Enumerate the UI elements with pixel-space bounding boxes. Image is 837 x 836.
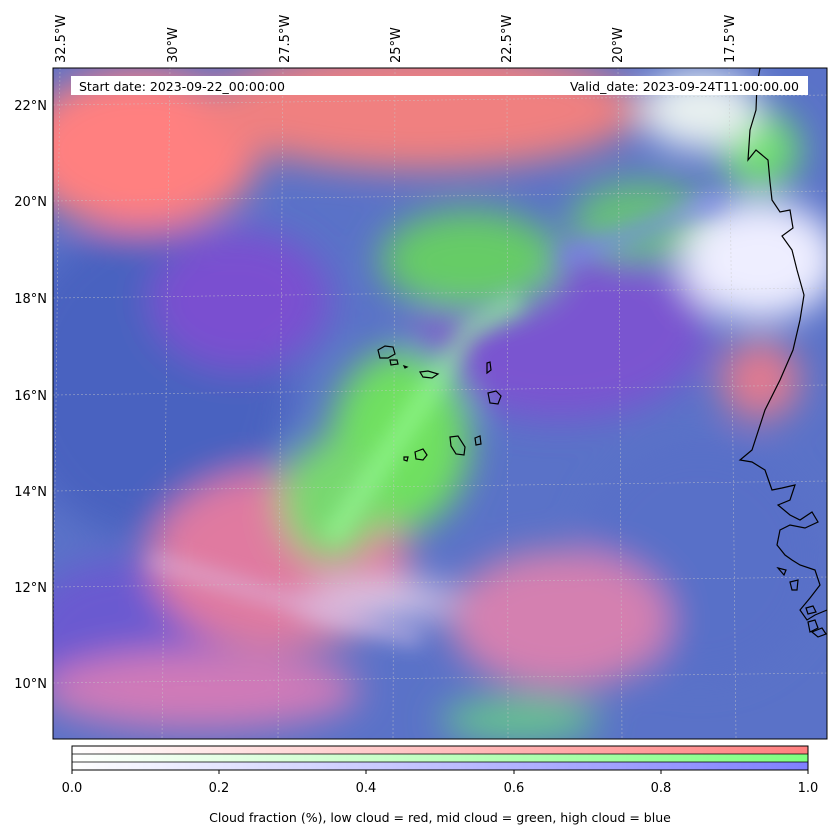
lat-label-10n: 10°N bbox=[14, 677, 47, 692]
lon-label-30w: 30°W bbox=[166, 27, 181, 63]
bijagos-islands bbox=[807, 619, 819, 633]
island-santo-antao bbox=[377, 345, 396, 359]
latitude-labels: 22°N 20°N 18°N 16°N 14°N 12°N 10°N bbox=[14, 99, 47, 692]
lon-label-27-5w: 27.5°W bbox=[278, 15, 293, 63]
colorbar-tick-5: 1.0 bbox=[798, 781, 819, 796]
lon-label-32-5w: 32.5°W bbox=[54, 15, 69, 63]
colorbar-tick-4: 0.8 bbox=[651, 781, 672, 796]
valid-date: Valid_date: 2023-09-24T11:00:00.00 bbox=[570, 79, 799, 94]
island-boa-vista bbox=[487, 390, 502, 405]
start-date: Start date: 2023-09-22_00:00:00 bbox=[79, 79, 285, 94]
colorbar: 0.0 0.2 0.4 0.6 0.8 1.0 Cloud fraction (… bbox=[62, 745, 819, 825]
date-header: Start date: 2023-09-22_00:00:00 Valid_da… bbox=[71, 76, 808, 95]
gridlines bbox=[53, 68, 827, 739]
island-santiago bbox=[449, 435, 466, 456]
colorbar-caption: Cloud fraction (%), low cloud = red, mid… bbox=[209, 810, 671, 825]
colorbar-tick-0: 0.0 bbox=[62, 781, 83, 796]
colorbar-low-cloud bbox=[72, 746, 808, 754]
west-africa-coastline bbox=[738, 68, 827, 638]
lat-label-14n: 14°N bbox=[14, 485, 47, 500]
map-frame bbox=[52, 67, 828, 740]
island-sao-nicolau bbox=[419, 370, 440, 379]
lat-label-16n: 16°N bbox=[14, 389, 47, 404]
colorbar-tick-2: 0.4 bbox=[356, 781, 377, 796]
island-maio bbox=[474, 435, 482, 446]
island-sal bbox=[486, 361, 492, 375]
lat-label-18n: 18°N bbox=[14, 292, 47, 307]
cape-verde-islands bbox=[377, 345, 502, 462]
island-brava bbox=[403, 456, 409, 462]
colorbar-ticks bbox=[71, 770, 809, 774]
lon-label-22-5w: 22.5°W bbox=[500, 15, 515, 63]
colorbar-tick-3: 0.6 bbox=[504, 781, 525, 796]
lon-label-20w: 20°W bbox=[611, 27, 626, 63]
lat-label-20n: 20°N bbox=[14, 195, 47, 210]
cloud-streaks bbox=[147, 190, 724, 648]
lat-label-12n: 12°N bbox=[14, 581, 47, 596]
island-santa-luzia bbox=[402, 364, 409, 369]
lon-label-17-5w: 17.5°W bbox=[723, 15, 738, 63]
colorbar-mid-cloud bbox=[72, 754, 808, 762]
colorbar-tick-1: 0.2 bbox=[209, 781, 230, 796]
colorbar-high-cloud bbox=[72, 762, 808, 770]
longitude-labels: 32.5°W 30°W 27.5°W 25°W 22.5°W 20°W 17.5… bbox=[54, 15, 738, 63]
lon-label-25w: 25°W bbox=[389, 27, 404, 63]
island-fogo bbox=[414, 448, 428, 461]
map-panel bbox=[53, 68, 827, 739]
lat-label-22n: 22°N bbox=[14, 99, 47, 114]
island-sao-vicente bbox=[389, 359, 399, 366]
